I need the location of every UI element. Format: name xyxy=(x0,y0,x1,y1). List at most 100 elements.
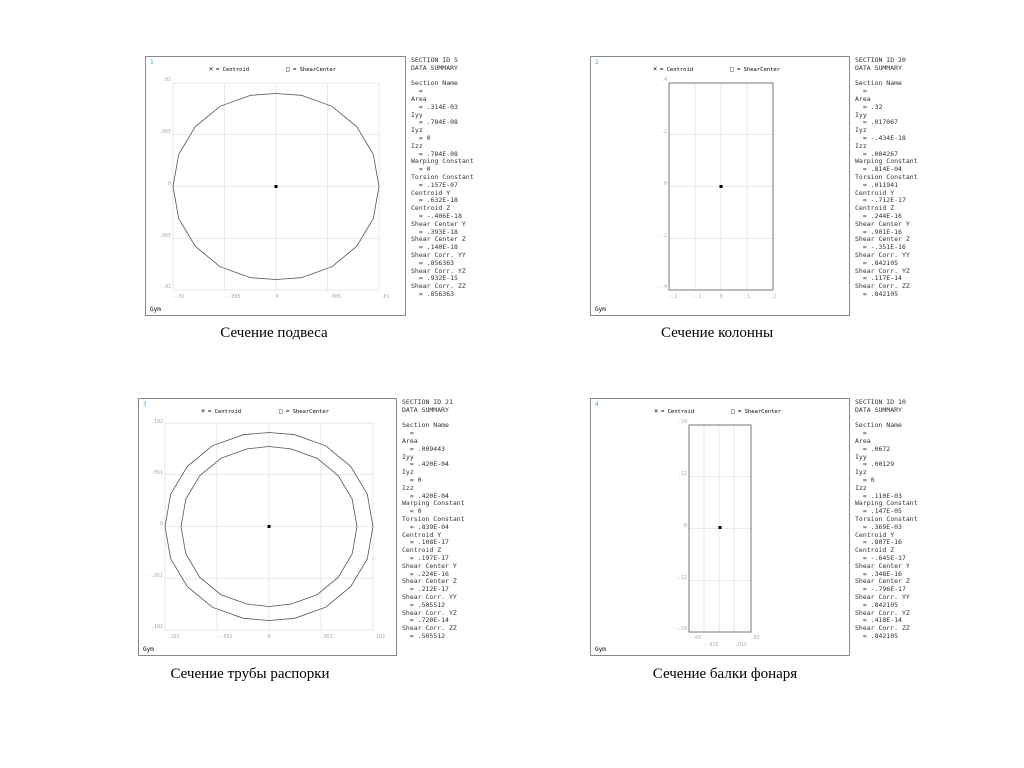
summary-line: = .632E-18 xyxy=(411,196,458,205)
y-tick-label: 0 xyxy=(664,181,667,187)
section-plot-panel-4: 4 × = Centroid □ = ShearCenter .24 .12 0… xyxy=(590,398,850,656)
summary-line: = .842105 xyxy=(855,631,899,640)
legend-shear-center: = ShearCenter xyxy=(737,67,781,73)
summary-line: Torsion Constant xyxy=(855,172,918,181)
summary-line: Section Name xyxy=(855,79,902,88)
summary-line: = 0 xyxy=(402,475,422,484)
summary-line: = xyxy=(855,87,867,96)
y-tick-label: -.12 xyxy=(675,575,687,581)
panel-footer: Gym xyxy=(150,306,161,313)
summary-line: = .140E-18 xyxy=(411,243,458,252)
summary-line: Warping Constant xyxy=(402,499,465,508)
summary-line: Centroid Y xyxy=(855,530,895,539)
summary-line: = .842105 xyxy=(855,289,899,298)
summary-line: Area xyxy=(411,94,427,103)
x-tick-label: .01 xyxy=(380,294,389,300)
y-tick-label: .051 xyxy=(151,470,163,476)
summary-line: Area xyxy=(855,94,871,103)
summary-line: Section Name xyxy=(411,79,458,88)
x-tick-label: -.102 xyxy=(164,634,179,640)
summary-line: Torsion Constant xyxy=(402,514,465,523)
x-tick-label: 0 xyxy=(267,634,270,640)
centroid-icon: × xyxy=(653,65,657,73)
legend-shear-center: = ShearCenter xyxy=(738,409,782,415)
summary-line: Izz xyxy=(855,141,867,150)
legend-shear-center: = ShearCenter xyxy=(286,409,330,415)
x-tick-label: -.051 xyxy=(217,634,232,640)
summary-line: = .197E-17 xyxy=(402,553,449,562)
panel-number: 4 xyxy=(595,401,599,408)
summary-line: = .147E-05 xyxy=(855,507,902,516)
summary-line: = .244E-16 xyxy=(855,211,902,220)
caption-2: Сечение колонны xyxy=(660,325,774,341)
x-tick-label: .051 xyxy=(321,634,333,640)
summary-line: Area xyxy=(402,436,418,445)
summary-line: = .842105 xyxy=(855,258,899,267)
section-plot-panel-2: 2 × = Centroid □ = ShearCenter .4 .2 0 -… xyxy=(590,56,850,316)
summary-line: = 0 xyxy=(411,133,431,142)
summary-line: Iyy xyxy=(402,452,414,461)
x-tick-label: 0 xyxy=(275,294,278,300)
section-plot-panel-3: 3 × = Centroid □ = ShearCenter .102 .051… xyxy=(138,398,397,656)
summary-line: Shear Corr. YZ xyxy=(411,266,466,275)
summary-line: = .814E-04 xyxy=(855,165,902,174)
x-tick-label: -.005 xyxy=(225,294,240,300)
summary-line: = .017067 xyxy=(855,118,899,127)
legend-centroid: = Centroid xyxy=(661,409,694,415)
section-outline xyxy=(668,82,774,291)
shear-center-icon: □ xyxy=(731,408,735,415)
summary-line: Warping Constant xyxy=(411,157,474,166)
summary-line: = xyxy=(411,87,423,96)
section-plot-1: 1 × = Centroid □ = ShearCenter .01 .005 … xyxy=(150,59,390,313)
summary-line: = .369E-03 xyxy=(855,522,902,531)
section-outer-outline xyxy=(164,432,374,621)
summary-line: Iyy xyxy=(855,110,867,119)
summary-line: Warping Constant xyxy=(855,499,918,508)
panel-number: 2 xyxy=(595,59,599,66)
summary-line: = -.796E-17 xyxy=(855,585,906,594)
summary-line: = .784E-08 xyxy=(411,149,458,158)
summary-line: Iyz xyxy=(855,126,867,135)
summary-line: = .932E-15 xyxy=(411,274,458,283)
summary-line: = -.645E-17 xyxy=(855,553,906,562)
summary-line: = .418E-14 xyxy=(855,616,902,625)
y-tick-label: 0 xyxy=(684,523,687,529)
summary-line: SECTION ID 20 xyxy=(855,56,906,64)
panel-footer: Gym xyxy=(595,306,606,313)
x-tick-label: -.03 xyxy=(689,635,701,641)
summary-line: Section Name xyxy=(402,421,449,430)
caption-3: Сечение трубы распорки xyxy=(170,666,330,682)
summary-line: Torsion Constant xyxy=(411,172,474,181)
summary-line: = -.351E-16 xyxy=(855,243,906,252)
panel-footer: Gym xyxy=(143,646,154,653)
centroid-icon: × xyxy=(201,407,205,415)
x-tick-label: 0 xyxy=(719,294,722,300)
summary-line: = .856363 xyxy=(411,289,455,298)
summary-line: SECTION ID 5 xyxy=(411,56,458,64)
summary-line: = .157E-07 xyxy=(411,180,458,189)
summary-line: = .00129 xyxy=(855,460,895,469)
summary-line: Shear Corr. ZZ xyxy=(411,282,466,291)
summary-line: Iyz xyxy=(855,468,867,477)
summary-line: Centroid Z xyxy=(855,546,895,555)
summary-line: DATA SUMMARY xyxy=(855,405,902,414)
y-tick-label: -.102 xyxy=(148,624,163,630)
y-tick-label: .01 xyxy=(162,77,171,83)
legend-centroid: = Centroid xyxy=(660,67,693,73)
summary-line: = .901E-16 xyxy=(855,227,902,236)
centroid-icon: × xyxy=(654,407,658,415)
shear-center-icon: □ xyxy=(279,408,283,415)
y-tick-label: -.4 xyxy=(658,284,667,290)
summary-line: = .117E-14 xyxy=(855,274,902,283)
summary-line: Centroid Z xyxy=(411,204,451,213)
summary-line: = .720E-14 xyxy=(402,616,449,625)
centroid-icon: × xyxy=(209,65,213,73)
summary-line: = .348E-16 xyxy=(855,569,902,578)
plot-grid xyxy=(172,82,380,291)
summary-line: Shear Center Z xyxy=(855,577,910,586)
summary-line: = .224E-16 xyxy=(402,569,449,578)
caption-4: Сечение балки фонаря xyxy=(652,666,798,682)
x-tick-label: -.01 xyxy=(173,294,185,300)
summary-line: SECTION ID 21 xyxy=(402,398,453,406)
shear-center-icon: □ xyxy=(730,66,734,73)
